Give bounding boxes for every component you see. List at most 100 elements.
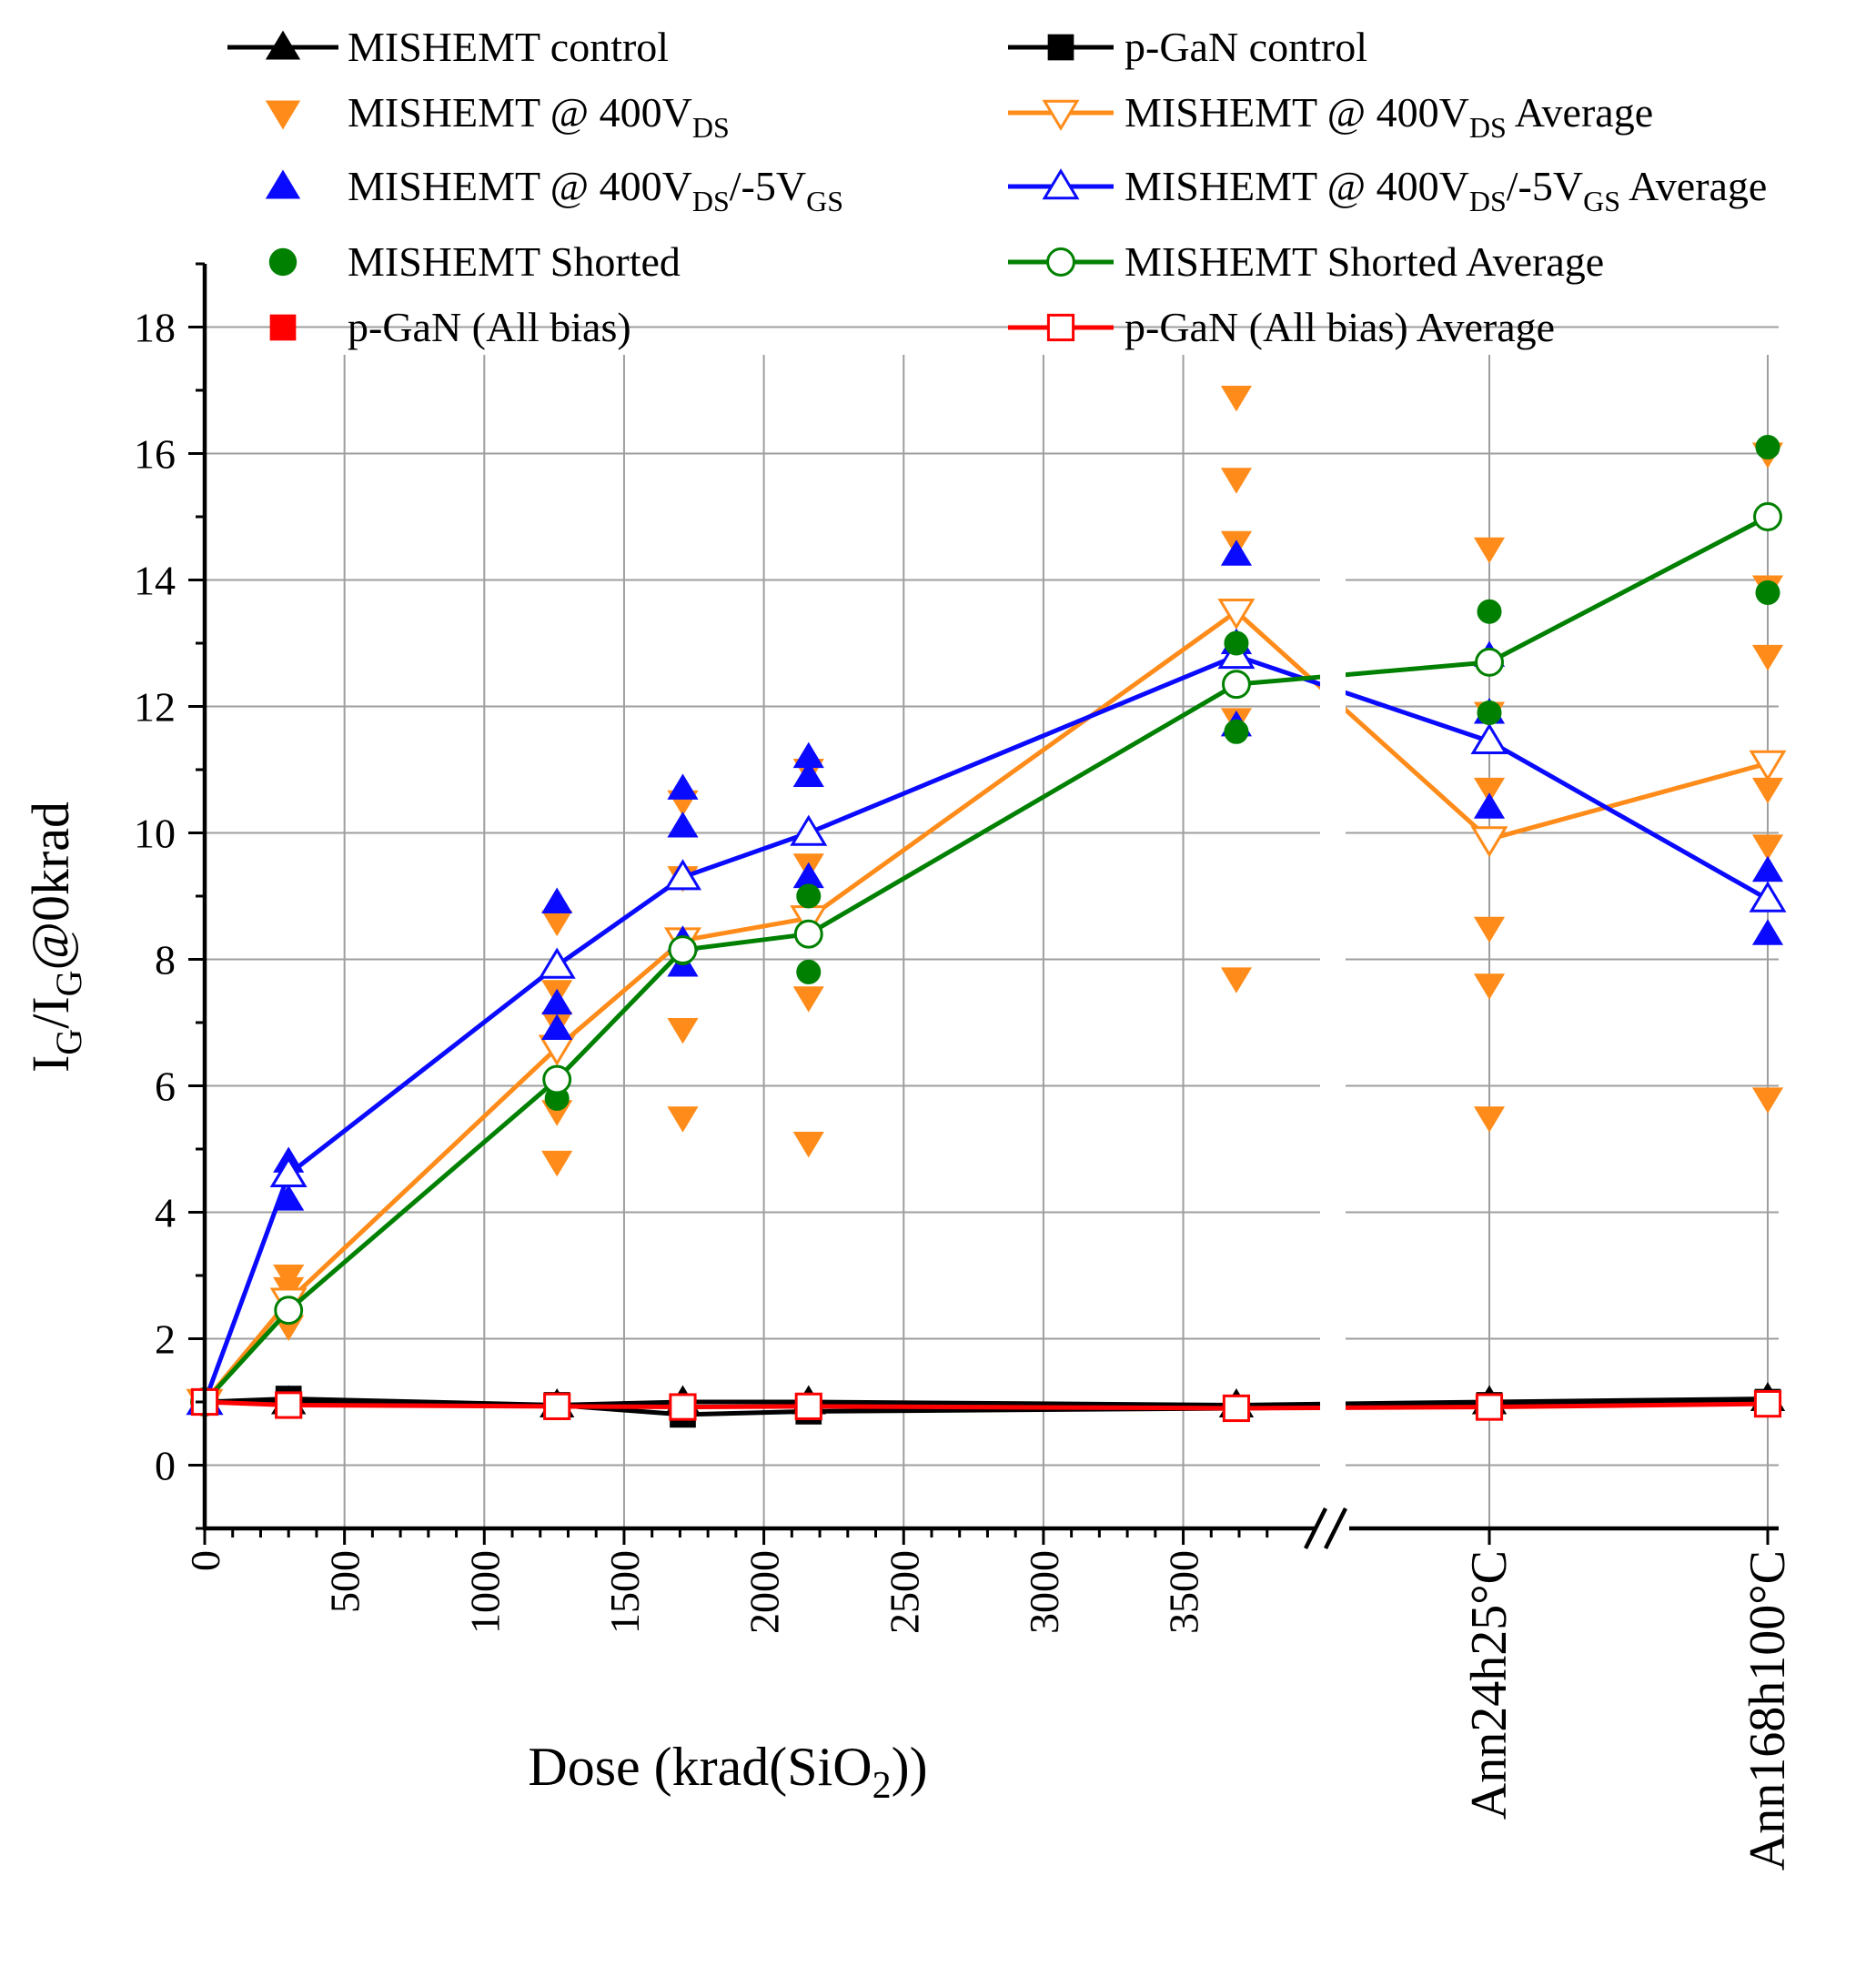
x-tick-label: 1500 [601, 1550, 648, 1634]
y-tick-label: 2 [155, 1316, 176, 1363]
legend-item: MISHEMT @ 400VDS/-5VGS [265, 163, 843, 217]
average-point [1475, 1393, 1504, 1421]
legend-label: p-GaN control [1125, 24, 1367, 70]
data-point [1751, 834, 1784, 861]
legend-marker [1046, 247, 1075, 277]
legend-item: MISHEMT @ 400VDS Average [1008, 89, 1653, 144]
legend: MISHEMT control p-GaN control MISHEMT @ 40… [227, 24, 1767, 350]
series-2 [188, 385, 1784, 1417]
axes: 0 2 4 6 8 10 12 14 16 18 0 500 1000 1500 2000 2500 3000 3… [134, 262, 1796, 1870]
series-4 [188, 539, 1784, 1413]
x-tick-label: 1000 [461, 1550, 508, 1634]
average-point [1749, 881, 1787, 912]
average-point [1470, 722, 1508, 754]
data-point [1220, 539, 1253, 566]
series-line [204, 1399, 1769, 1411]
series-line [202, 653, 1770, 1403]
data-point [1220, 385, 1253, 412]
data-point [1220, 468, 1253, 494]
data-point [667, 812, 699, 838]
legend-label: MISHEMT Shorted [348, 238, 681, 285]
data-point [1755, 435, 1780, 460]
series-6 [192, 435, 1780, 1415]
x-axis-label: Dose (krad(SiO2)) [528, 1737, 927, 1807]
legend-label: MISHEMT Shorted Average [1125, 238, 1604, 285]
average-point [275, 1391, 303, 1419]
legend-marker [1042, 99, 1080, 131]
average-point [1222, 1394, 1251, 1423]
average-point [668, 935, 698, 965]
x-tick-label: 2500 [881, 1550, 927, 1634]
x-category-label: Ann168h100°C [1740, 1550, 1796, 1870]
x-tick-label: 0 [182, 1550, 228, 1571]
legend-label: MISHEMT @ 400VDS Average [1125, 89, 1653, 144]
data-point [1473, 973, 1506, 1000]
legend-marker [268, 247, 298, 277]
axis-break-mark [1303, 1507, 1328, 1550]
y-tick-label: 0 [155, 1443, 176, 1489]
series-3 [186, 599, 1787, 1420]
y-axis-label: IG/IG@0krad [21, 802, 89, 1073]
average-point [1753, 1389, 1782, 1418]
average-point [1475, 647, 1504, 677]
data-point [792, 862, 824, 889]
data-point [796, 883, 822, 909]
data-point [1751, 855, 1784, 882]
data-point [1224, 630, 1249, 656]
average-point [274, 1296, 304, 1326]
data-point [1473, 777, 1506, 804]
x-tick-label: 500 [322, 1550, 368, 1613]
series-9 [190, 1387, 1782, 1423]
average-point [538, 947, 576, 979]
series-5 [186, 637, 1787, 1416]
axis-break-gap [1320, 537, 1346, 1510]
average-point [669, 1393, 697, 1421]
data-point [1755, 580, 1780, 605]
average-point [794, 1392, 822, 1420]
data-point [1473, 1106, 1506, 1133]
average-point [542, 1064, 572, 1094]
data-point [1751, 919, 1784, 945]
data-point [792, 986, 824, 1013]
data-point [667, 773, 699, 800]
data-point [792, 1132, 824, 1158]
legend-item: p-GaN control [1008, 24, 1367, 70]
data-point [1220, 967, 1253, 993]
legend-marker [1046, 313, 1075, 342]
legend-item: p-GaN (All bias) Average [1008, 304, 1555, 350]
y-tick-label: 10 [134, 811, 176, 857]
data-point [1751, 777, 1784, 804]
plot-area [186, 385, 1787, 1510]
average-point [269, 1155, 308, 1188]
x-tick-label: 3000 [1021, 1550, 1067, 1634]
legend-item: MISHEMT Shorted [268, 238, 681, 285]
data-point [1751, 1087, 1784, 1114]
y-tick-label: 6 [155, 1064, 176, 1110]
data-point [1473, 916, 1506, 943]
data-point [1751, 644, 1784, 671]
data-point [667, 1017, 699, 1044]
x-tick-label: 2000 [741, 1550, 788, 1634]
legend-label: MISHEMT @ 400VDS/-5VGS [348, 163, 843, 217]
legend-label: MISHEMT @ 400VDS [348, 89, 730, 144]
data-point [667, 1106, 699, 1133]
y-tick-label: 8 [155, 937, 176, 983]
legend-label: p-GaN (All bias) Average [1125, 304, 1555, 350]
average-point [790, 814, 828, 846]
data-point [792, 761, 824, 787]
x-category-label: Ann24h25°C [1461, 1550, 1518, 1820]
legend-label: MISHEMT control [348, 24, 669, 70]
data-point [1477, 700, 1502, 725]
data-point [541, 1150, 573, 1177]
series-line [203, 514, 1770, 1404]
axis-break-mark [1323, 1507, 1348, 1550]
average-point [1470, 826, 1508, 858]
y-tick-label: 16 [134, 431, 176, 478]
legend-item: MISHEMT @ 400VDS [265, 89, 730, 144]
average-point [793, 919, 823, 949]
average-point [663, 859, 701, 891]
average-point [543, 1392, 571, 1420]
legend-marker [269, 314, 297, 341]
average-point [1753, 502, 1782, 531]
